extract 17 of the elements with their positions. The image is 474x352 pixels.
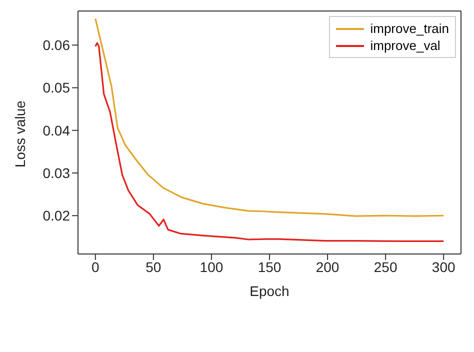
x-tick-label: 100 — [200, 258, 224, 275]
x-tick-label: 300 — [432, 258, 456, 275]
y-tick-label: 0.03 — [42, 164, 70, 181]
line-series — [94, 42, 444, 242]
x-tick-label: 50 — [146, 258, 162, 275]
y-tick-label: 0.06 — [42, 37, 70, 54]
x-axis-title: Epoch — [250, 283, 290, 299]
y-tick-label: 0.05 — [42, 80, 70, 96]
legend-label: improve_val — [370, 37, 440, 54]
x-tick-label: 0 — [92, 258, 100, 275]
x-tick-label: 150 — [258, 258, 282, 275]
legend-label: improve_train — [370, 20, 449, 37]
y-axis-title: Loss value — [12, 100, 28, 168]
x-tick-label: 200 — [316, 258, 340, 275]
y-tick-label: 0.02 — [42, 208, 70, 224]
x-tick-label: 250 — [374, 258, 398, 275]
y-tick-label: 0.04 — [42, 122, 70, 138]
